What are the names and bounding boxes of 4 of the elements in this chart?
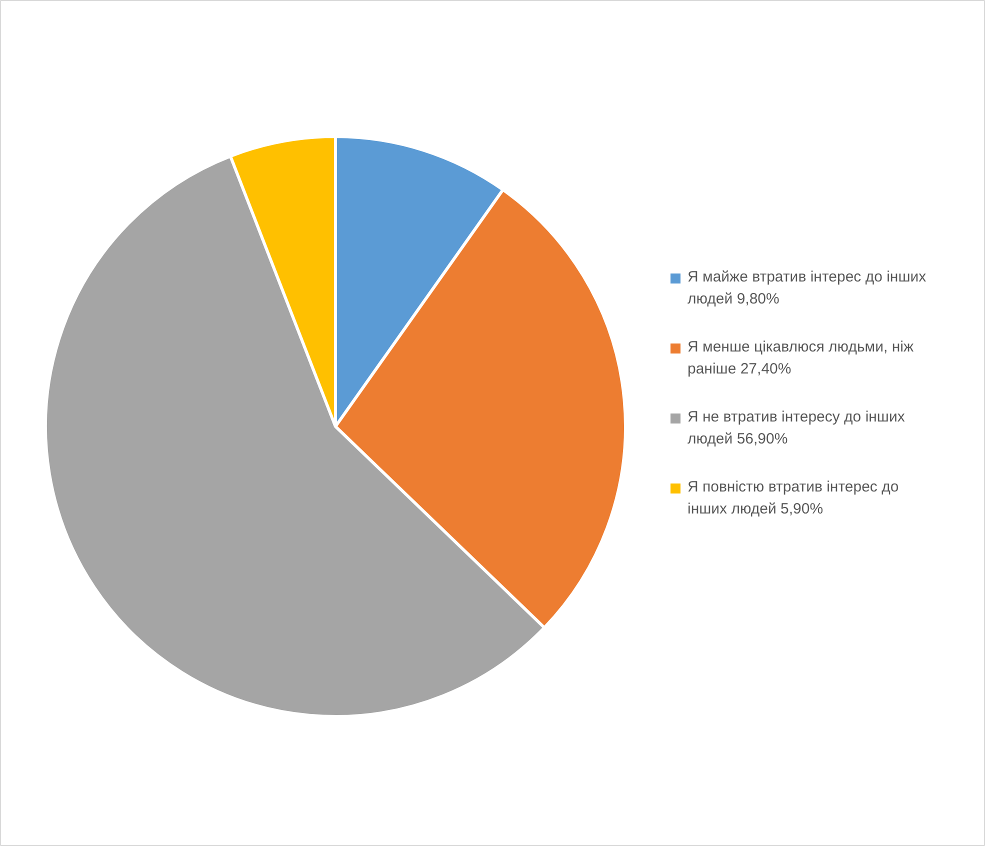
legend-label: Я не втратив інтересу до інших людей 56,90% [688, 408, 906, 448]
legend-label: Я майже втратив інтерес до інших людей 9,80% [688, 268, 927, 308]
legend-label: Я повністю втратив інтерес до інших людей 5,90% [688, 478, 899, 518]
legend-label: Я менше цікавлюся людьми, ніж раніше 27,40% [688, 338, 914, 378]
